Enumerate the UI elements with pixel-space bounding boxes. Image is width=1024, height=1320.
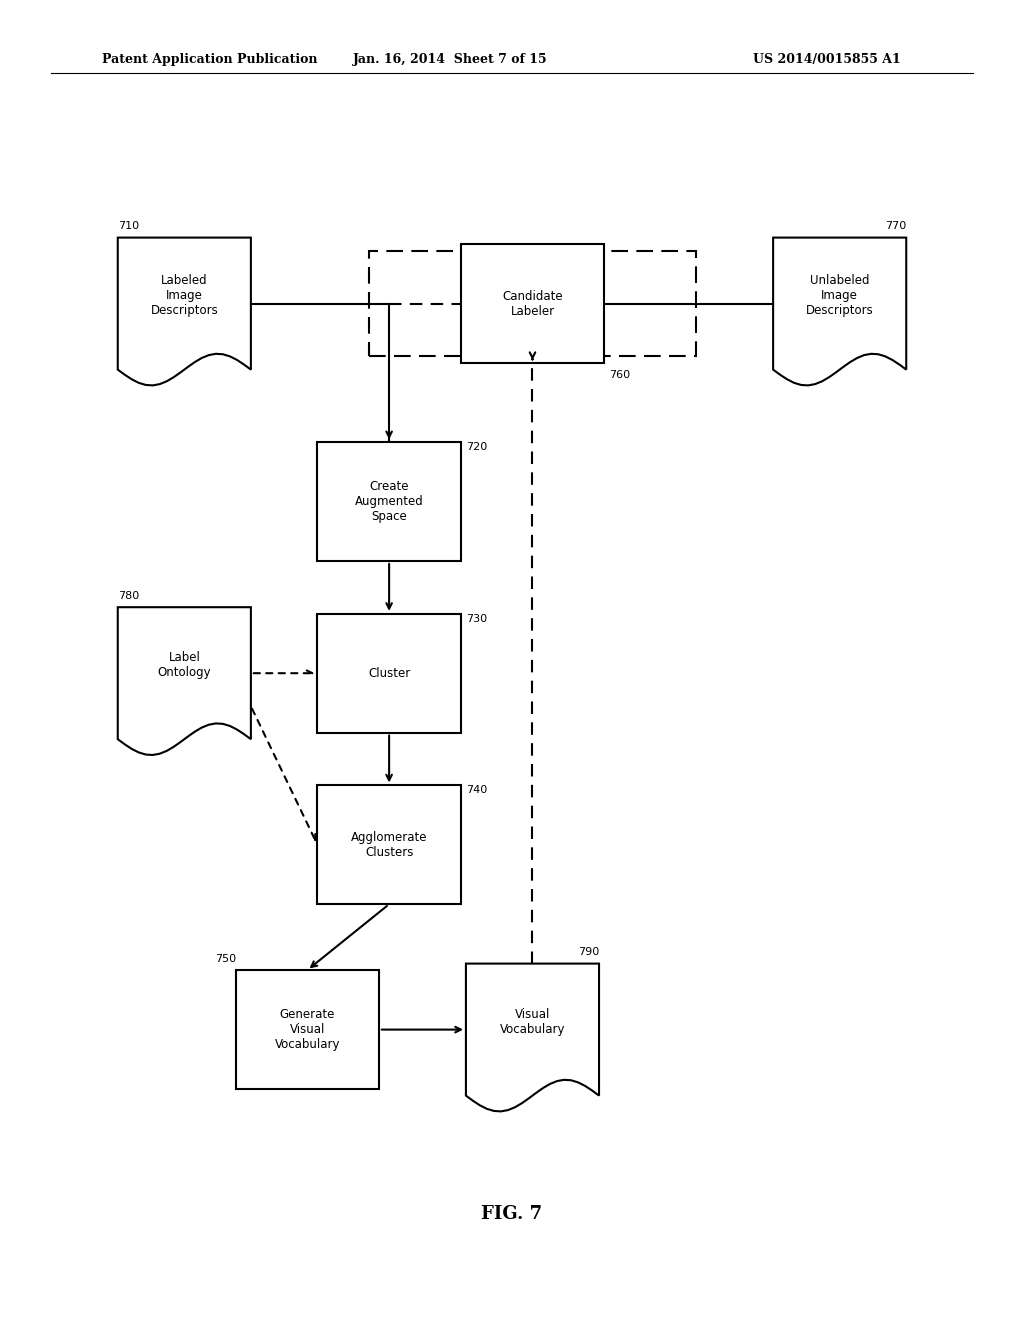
Text: 720: 720 bbox=[466, 442, 487, 453]
Text: 750: 750 bbox=[215, 953, 237, 964]
Text: 780: 780 bbox=[118, 590, 139, 601]
Text: US 2014/0015855 A1: US 2014/0015855 A1 bbox=[754, 53, 901, 66]
FancyBboxPatch shape bbox=[317, 442, 461, 561]
Text: 710: 710 bbox=[118, 220, 139, 231]
Text: 790: 790 bbox=[578, 946, 599, 957]
FancyBboxPatch shape bbox=[461, 244, 604, 363]
Text: Visual
Vocabulary: Visual Vocabulary bbox=[500, 1007, 565, 1036]
PathPatch shape bbox=[118, 607, 251, 755]
Text: Cluster: Cluster bbox=[368, 667, 411, 680]
PathPatch shape bbox=[773, 238, 906, 385]
Text: Unlabeled
Image
Descriptors: Unlabeled Image Descriptors bbox=[806, 275, 873, 317]
Text: 770: 770 bbox=[885, 220, 906, 231]
Text: Jan. 16, 2014  Sheet 7 of 15: Jan. 16, 2014 Sheet 7 of 15 bbox=[353, 53, 548, 66]
Text: Candidate
Labeler: Candidate Labeler bbox=[502, 289, 563, 318]
Text: 730: 730 bbox=[466, 614, 487, 624]
Text: Labeled
Image
Descriptors: Labeled Image Descriptors bbox=[151, 275, 218, 317]
Text: FIG. 7: FIG. 7 bbox=[481, 1205, 543, 1224]
Text: Create
Augmented
Space: Create Augmented Space bbox=[354, 480, 424, 523]
FancyBboxPatch shape bbox=[317, 785, 461, 904]
FancyBboxPatch shape bbox=[236, 970, 379, 1089]
FancyBboxPatch shape bbox=[317, 614, 461, 733]
Text: 740: 740 bbox=[466, 785, 487, 796]
Text: Agglomerate
Clusters: Agglomerate Clusters bbox=[351, 830, 427, 859]
Text: Generate
Visual
Vocabulary: Generate Visual Vocabulary bbox=[274, 1008, 340, 1051]
Text: 760: 760 bbox=[609, 370, 631, 380]
Text: Patent Application Publication: Patent Application Publication bbox=[102, 53, 317, 66]
Text: Label
Ontology: Label Ontology bbox=[158, 651, 211, 680]
PathPatch shape bbox=[466, 964, 599, 1111]
PathPatch shape bbox=[118, 238, 251, 385]
